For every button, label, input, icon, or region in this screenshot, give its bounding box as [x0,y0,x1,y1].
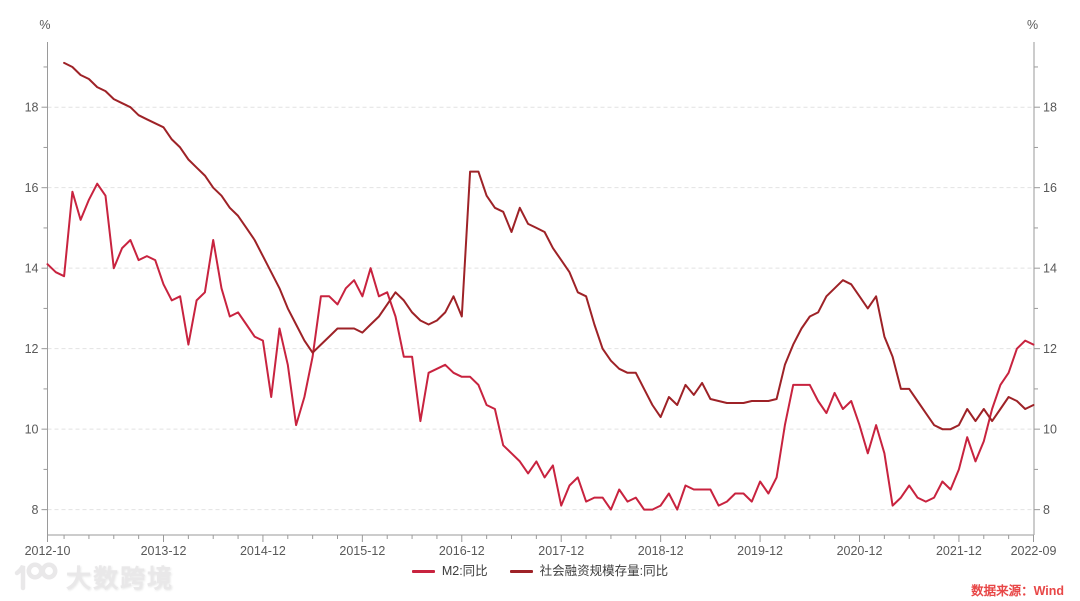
y-tick-labels: 8 8 10 10 12 12 14 14 16 16 18 18 [25,101,1057,517]
svg-text:2021-12: 2021-12 [936,544,982,558]
svg-text:10: 10 [25,423,39,437]
svg-text:2022-09: 2022-09 [1011,544,1057,558]
svg-text:2019-12: 2019-12 [737,544,783,558]
legend-item-m2: M2:同比 [411,564,488,578]
svg-text:2015-12: 2015-12 [339,544,385,558]
svg-text:2017-12: 2017-12 [538,544,584,558]
y-gridlines [47,106,1034,511]
x-ticks [47,535,1034,542]
svg-text:10: 10 [1043,423,1057,437]
svg-text:2013-12: 2013-12 [141,544,187,558]
legend-label-m2: M2:同比 [441,564,488,578]
svg-text:8: 8 [1043,503,1050,517]
legend-swatch-m2 [411,569,435,573]
svg-text:14: 14 [25,262,39,276]
svg-text:%: % [39,18,50,32]
y-ticks [41,66,1040,511]
series-line-tsf [63,61,1035,431]
data-source: 数据来源：Wind [971,584,1064,598]
svg-text:14: 14 [1043,262,1057,276]
svg-text:16: 16 [25,181,39,195]
svg-text:2012-10: 2012-10 [25,544,71,558]
svg-text:%: % [1027,18,1038,32]
legend-label-tsf: 社会融资规模存量:同比 [539,564,669,578]
svg-text:2014-12: 2014-12 [240,544,286,558]
svg-text:2020-12: 2020-12 [837,544,883,558]
watermark: 大数跨境 [12,559,174,595]
svg-text:18: 18 [1043,101,1057,115]
svg-text:2018-12: 2018-12 [638,544,684,558]
svg-text:2016-12: 2016-12 [439,544,485,558]
x-tick-labels: 2012-10 2013-12 2014-12 2015-12 2016-12 2017-… [25,544,1057,558]
watermark-logo-icon [14,562,58,591]
svg-text:12: 12 [25,342,39,356]
legend-swatch-tsf [509,569,533,573]
watermark-text: 大数跨境 [66,565,175,593]
svg-text:18: 18 [25,101,39,115]
legend-item-tsf: 社会融资规模存量:同比 [509,564,669,578]
axis-lines [47,42,1035,536]
svg-text:16: 16 [1043,181,1057,195]
svg-text:12: 12 [1043,342,1057,356]
y-axis-unit-labels: %% [39,18,1038,32]
series-line-m2 [46,182,1035,511]
svg-text:8: 8 [32,503,39,517]
chart-legend: M2:同比 社会融资规模存量:同比 [0,563,1080,579]
